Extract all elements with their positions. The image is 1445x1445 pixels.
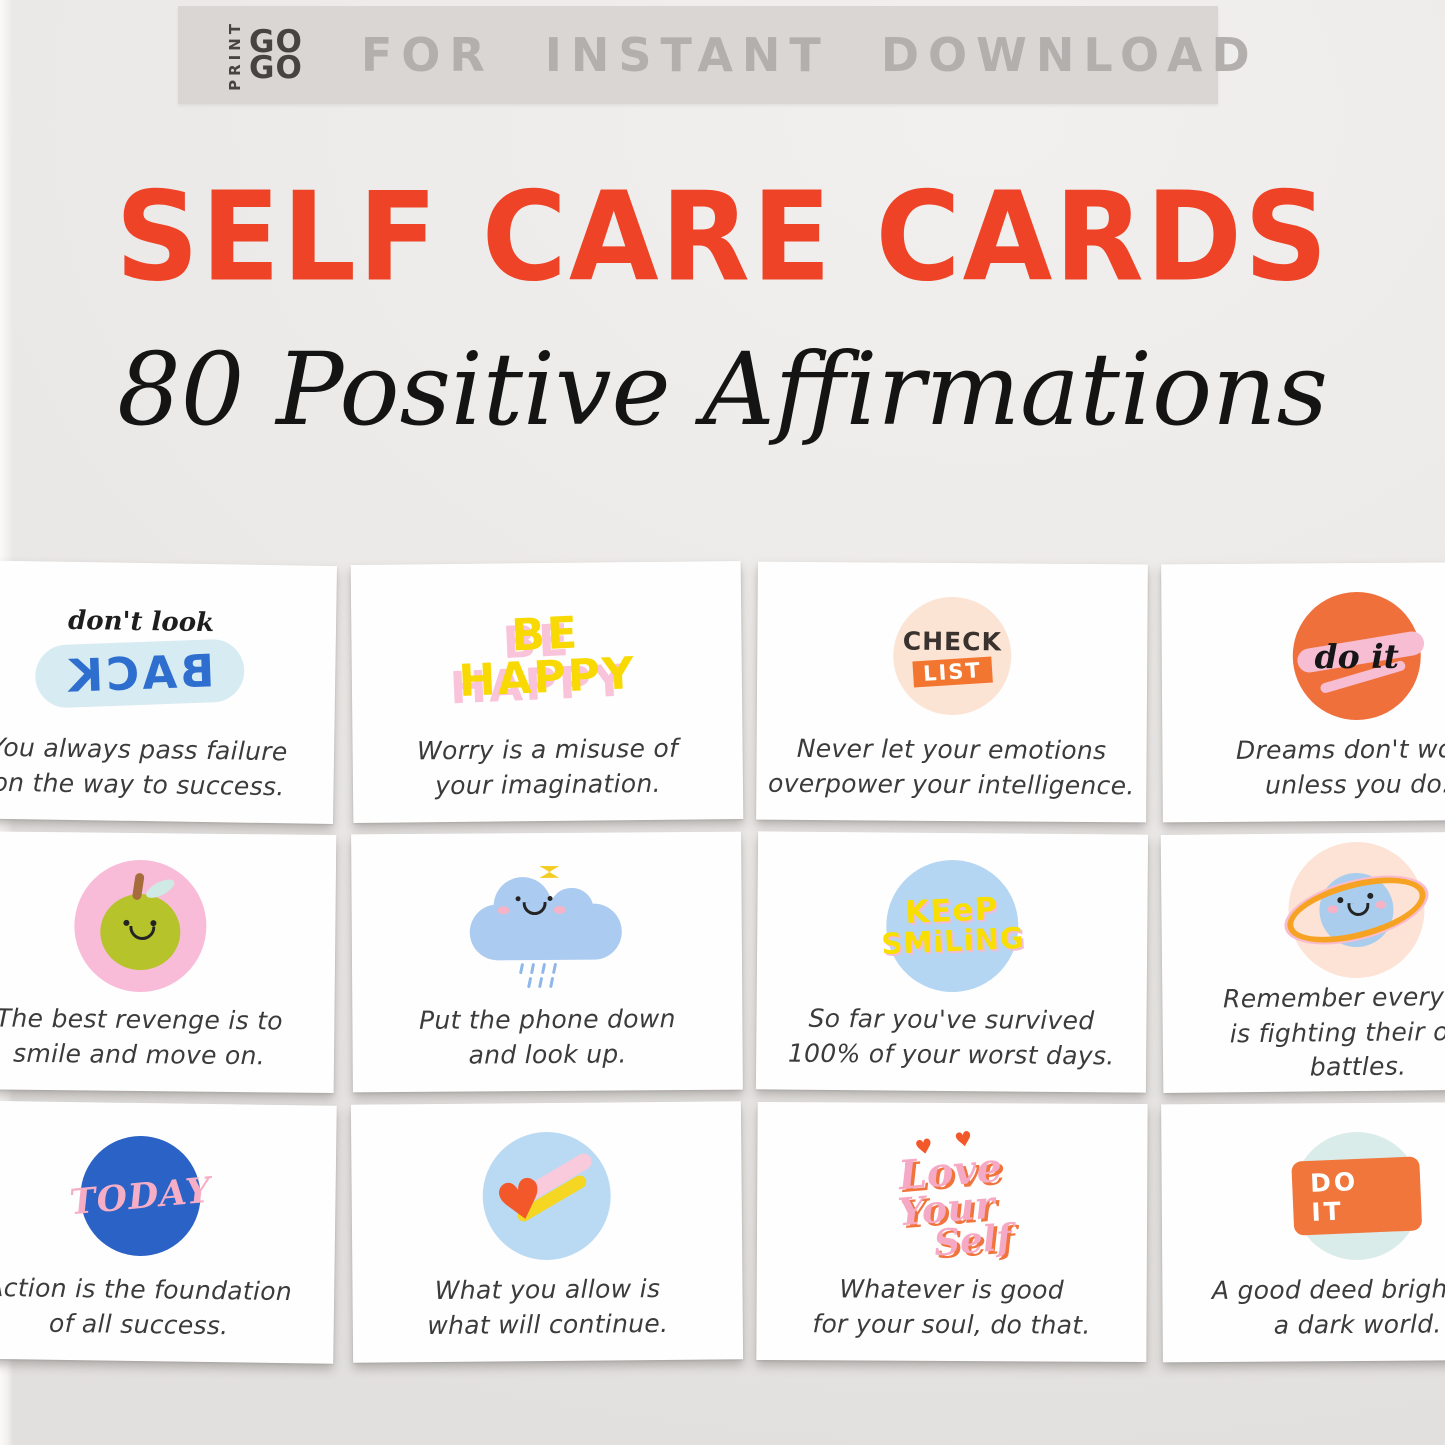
- rain-drops: [527, 976, 555, 989]
- eye: [547, 895, 553, 901]
- rain-drops: [518, 962, 558, 975]
- printgogo-logo: PRINT GO GO: [226, 20, 303, 91]
- do-it-ticket-icon: DO IT: [1161, 1126, 1445, 1267]
- page-subtitle: 80 Positive Affirmations: [117, 331, 1328, 448]
- ticket-circle: DO IT: [1291, 1131, 1423, 1261]
- top-banner: PRINT GO GO FOR INSTANT DOWNLOAD: [178, 6, 1250, 104]
- card-quote: Action is the foundation of all success.: [0, 1272, 293, 1340]
- logo-print-text: PRINT: [226, 19, 244, 91]
- card-love-your-self: ♥ ♥ Love Your Self Whatever is good for …: [756, 1101, 1148, 1363]
- card-today: TODAY Action is the foundation of all su…: [0, 1100, 337, 1364]
- apple-character: [99, 872, 181, 971]
- mirrored-back-word: BACK: [64, 644, 216, 703]
- apple-icon: [0, 855, 336, 997]
- cloud-character: [469, 902, 622, 961]
- card-quote: Put the phone down and look up.: [418, 1004, 676, 1070]
- card-rainbow-heart: ♥ What you allow is what will continue.: [350, 1101, 744, 1363]
- saturn-icon: [1161, 841, 1445, 979]
- today-icon: TODAY: [0, 1124, 336, 1267]
- card-do-it: do it Dreams don't work unless you do.: [1161, 561, 1445, 823]
- card-quote: What you allow is what will continue.: [427, 1274, 669, 1340]
- apple-circle: [73, 859, 208, 993]
- cheek: [497, 906, 510, 915]
- card-do-it-ticket: DO IT A good deed brightens a dark world…: [1161, 1101, 1445, 1363]
- be-happy-icon: BE HAPPY: [457, 607, 638, 707]
- do-it-circle: do it: [1292, 591, 1426, 721]
- card-quote: You always pass failure on the way to su…: [0, 732, 288, 801]
- cloud-icon: [351, 856, 742, 997]
- check-list-icon: CHECK LIST: [757, 586, 1148, 727]
- card-check-list: CHECK LIST Never let your emotions overp…: [756, 561, 1148, 823]
- page-title: SELF CARE CARDS: [115, 165, 1330, 310]
- saturn-circle: [1277, 841, 1436, 979]
- keep-smiling-icon: KEeP SMiLiNG: [757, 855, 1148, 996]
- card-quote: Remember everyone is fighting their own …: [1222, 981, 1445, 1082]
- check-list-badge: CHECK LIST: [892, 596, 1012, 716]
- keep-smiling-circle: KEeP SMiLiNG: [881, 857, 1025, 995]
- card-quote: A good deed brightens a dark world.: [1211, 1273, 1445, 1340]
- dont-look-back-icon: don't look BACK: [0, 584, 337, 728]
- card-quote: Worry is a misuse of your imagination.: [416, 733, 679, 800]
- rainbow-heart-icon: ♥: [351, 1125, 742, 1266]
- eye: [515, 896, 521, 902]
- card-smiling-apple: The best revenge is to smile and move on…: [0, 830, 337, 1094]
- do-it-icon: do it: [1161, 586, 1445, 727]
- card-quote: So far you've survived 100% of your wors…: [787, 1003, 1115, 1070]
- card-saturn: Remember everyone is fighting their own …: [1160, 830, 1445, 1094]
- dont-look-text: don't look: [67, 605, 215, 639]
- card-quote: Never let your emotions overpower your i…: [767, 733, 1135, 800]
- bow-icon: [539, 866, 559, 878]
- card-quote: Dreams don't work unless you do.: [1235, 734, 1445, 800]
- card-keep-smiling: KEeP SMiLiNG So far you've survived 100%…: [755, 831, 1149, 1093]
- card-dont-look-back: don't look BACK You always pass failure …: [0, 559, 338, 825]
- banner-message: FOR INSTANT DOWNLOAD: [360, 28, 1259, 82]
- today-circle: TODAY: [68, 1135, 213, 1257]
- card-quote: The best revenge is to smile and move on…: [0, 1003, 284, 1070]
- rainbow-circle: ♥: [482, 1131, 612, 1261]
- apple-leaf: [143, 875, 178, 902]
- card-rain-cloud: Put the phone down and look up.: [351, 831, 743, 1093]
- smile: [129, 925, 156, 941]
- back-highlight-pill: BACK: [34, 638, 246, 709]
- card-be-happy: BE HAPPY Worry is a misuse of your imagi…: [350, 560, 744, 824]
- card-quote: Whatever is good for your soul, do that.: [812, 1274, 1091, 1340]
- smile: [522, 902, 547, 916]
- cheek: [553, 905, 566, 914]
- do-it-ticket-badge: DO IT: [1291, 1156, 1423, 1236]
- apple-stem: [131, 872, 145, 901]
- logo-gogo-text: GO GO: [249, 23, 303, 86]
- love-your-self-icon: ♥ ♥ Love Your Self: [757, 1124, 1148, 1266]
